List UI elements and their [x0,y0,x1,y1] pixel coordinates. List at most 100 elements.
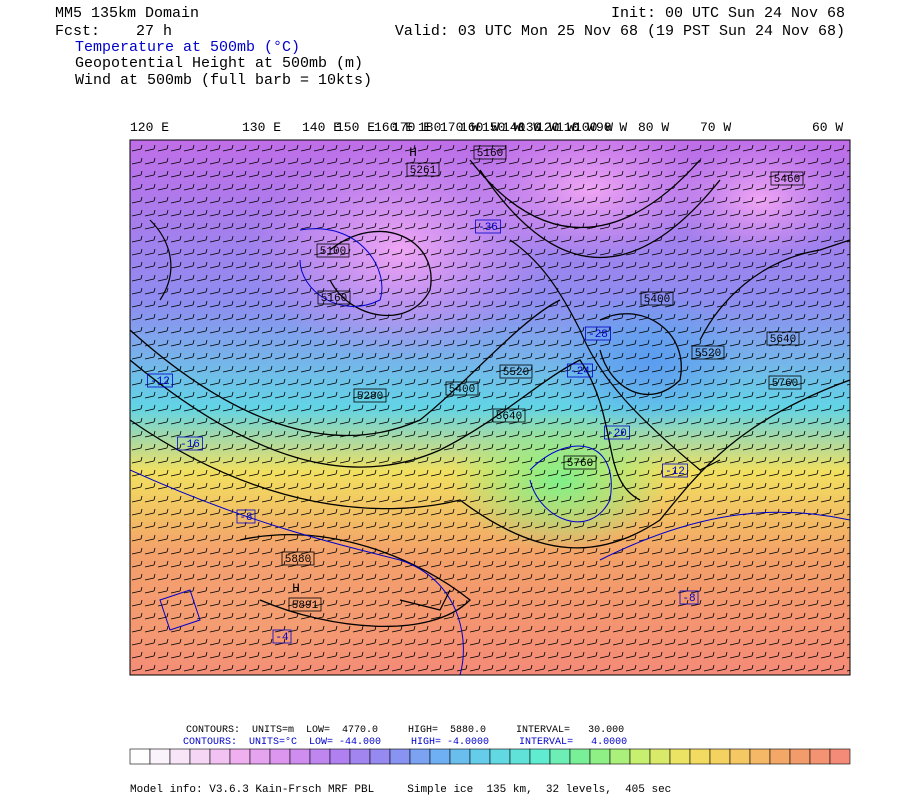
contour-label: -24 [570,366,590,378]
contour-label-box [567,363,593,378]
color-bar-cell [289,748,311,765]
field-height: Geopotential Height at 500mb (m) [75,55,363,72]
color-bar-cell [429,748,451,765]
longitude-label: 120 W [536,120,575,135]
contour-label: -12 [150,376,170,388]
contour-label: -16 [180,439,200,451]
color-bar-cell [589,748,611,765]
color-bar-cell [829,748,851,765]
contour-label-box [492,408,526,423]
contour-label: 5400 [644,294,670,306]
color-bar-cell [549,748,571,765]
contour-label: 5760 [567,458,593,470]
color-bar-cell [229,748,251,765]
contour-label-box [317,290,351,305]
color-bar-cell [489,748,511,765]
contour-label: 5640 [770,334,796,346]
color-bar-cell [449,748,471,765]
color-bar-cell [569,748,591,765]
contour-label-box [679,590,699,605]
color-bar-cell [209,748,231,765]
contour-label-box [406,162,440,177]
longitude-label: 100 W [574,120,613,135]
contour-label-box [272,629,292,644]
longitude-label: 170 W [440,120,479,135]
contour-label-box [473,145,507,160]
longitude-label: 60 W [812,120,843,135]
contour-label: 5891 [292,600,319,612]
longitude-label: 160 W [460,120,499,135]
color-bar-cell [509,748,531,765]
color-bar-cell [129,748,151,765]
color-bar-cell [469,748,491,765]
color-bar-cell [249,748,271,765]
color-bar-cell [529,748,551,765]
high-marker: H [409,145,417,160]
color-bar-cell [709,748,731,765]
color-bar-cell [749,748,771,765]
contour-label: -8 [682,593,695,605]
contour-label: 5280 [357,391,383,403]
contour-label-box [585,326,611,341]
contour-label: 5261 [410,165,437,177]
color-bar-cell [409,748,431,765]
contour-label-box [475,219,501,234]
color-bar-cell [789,748,811,765]
model-info: Model info: V3.6.3 Kain-Frsch MRF PBL Si… [130,784,671,796]
contour-label-box [563,455,597,470]
contour-label: -4 [275,632,289,644]
contour-label-box [770,171,804,186]
longitude-label: 120 E [130,120,169,135]
longitude-label: 150 E [336,120,375,135]
contour-label-box [662,463,688,478]
longitude-label: 140 W [502,120,541,135]
init-time: Init: 00 UTC Sun 24 Nov 68 [611,5,845,22]
contour-label: 5460 [774,174,800,186]
color-bar-cell [389,748,411,765]
longitude-label: 140 E [302,120,341,135]
contour-label: -36 [478,222,498,234]
longitude-label: 130 E [242,120,281,135]
contour-label: 5160 [477,148,503,160]
forecast: Fcst: 27 h [55,23,172,40]
contour-label: 5400 [449,384,475,396]
contour-label-box [640,291,674,306]
color-bar-cell [189,748,211,765]
contour-label-box [768,375,802,390]
contour-label: -12 [665,466,685,478]
contour-label-box [499,364,533,379]
color-bar-cell [349,748,371,765]
longitude-label: 70 W [700,120,731,135]
color-bar-cell [629,748,651,765]
contour-label-box [177,436,203,451]
map-frame [129,139,851,676]
longitude-label: 110 W [556,120,595,135]
longitude-label: 130 W [518,120,557,135]
color-bar-cell [309,748,331,765]
contour-label: 5520 [695,348,721,360]
field-wind: Wind at 500mb (full barb = 10kts) [75,72,372,89]
color-bar-cell [669,748,691,765]
color-bar-cell [649,748,671,765]
longitude-label: 150 W [482,120,521,135]
longitude-label: 180 [418,120,441,135]
longitude-label: 80 W [638,120,669,135]
height-contour-info: CONTOURS: UNITS=m LOW= 4770.0 HIGH= 5880… [186,725,624,736]
color-bar-cell [329,748,351,765]
color-bar-cell [729,748,751,765]
color-bar-cell [169,748,191,765]
field-temperature: Temperature at 500mb (°C) [75,39,300,56]
contour-label-box [766,331,800,346]
longitude-label: 160 E [374,120,413,135]
contour-label: 5160 [321,293,347,305]
contour-label: -8 [239,512,252,524]
color-bar-cell [809,748,831,765]
color-bar-cell [149,748,171,765]
contour-label-box [147,373,173,388]
contour-label: 5880 [285,554,311,566]
contour-label: 5760 [772,378,798,390]
temperature-contour-info: CONTOURS: UNITS=°C LOW= -44.000 HIGH= -4… [183,736,627,748]
contour-label-box [604,425,630,440]
contour-label-box [316,243,350,258]
